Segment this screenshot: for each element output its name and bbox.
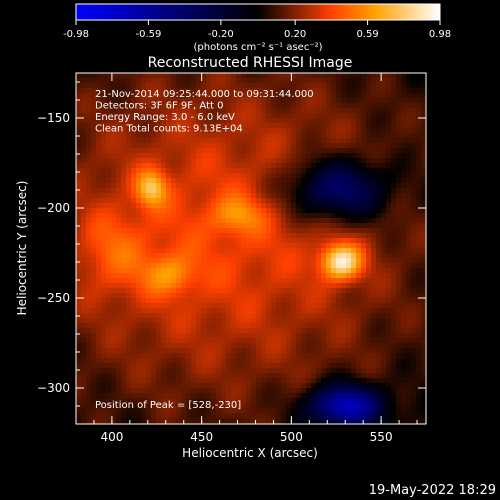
annotation-line: Clean Total counts: 9.13E+04 bbox=[95, 124, 243, 135]
chart-title: Reconstructed RHESSI Image bbox=[148, 55, 353, 71]
colorbar-tick-label: -0.98 bbox=[63, 29, 89, 40]
x-tick-label: 550 bbox=[370, 430, 393, 444]
y-tick-label: −150 bbox=[37, 111, 70, 125]
y-tick-label: −250 bbox=[37, 291, 70, 305]
peak-position-label: Position of Peak = [528,-230] bbox=[95, 400, 241, 411]
colorbar-tick-label: -0.59 bbox=[135, 29, 161, 40]
annotation-line: Detectors: 3F 6F 9F, Att 0 bbox=[95, 101, 223, 112]
y-tick-label: −300 bbox=[37, 381, 70, 395]
colorbar bbox=[75, 3, 441, 21]
colorbar-tick-label: -0.20 bbox=[208, 29, 234, 40]
y-axis-ticks: −150 −200 −250 −300 bbox=[37, 81, 426, 425]
heatmap-image bbox=[76, 73, 427, 425]
y-axis-label: Heliocentric Y (arcsec) bbox=[15, 181, 29, 316]
y-tick-label: −200 bbox=[37, 201, 70, 215]
x-tick-label: 450 bbox=[190, 430, 213, 444]
plot-frame bbox=[75, 72, 427, 425]
x-axis-label: Heliocentric X (arcsec) bbox=[182, 446, 318, 460]
colorbar-tick-label: 0.20 bbox=[284, 29, 306, 40]
annotation-line: Energy Range: 3.0 - 6.0 keV bbox=[95, 112, 235, 123]
colorbar-unit-label: (photons cm⁻² s⁻¹ asec⁻²) bbox=[193, 42, 322, 53]
footer-timestamp: 19-May-2022 18:29 bbox=[369, 483, 496, 498]
colorbar-tick-label: 0.59 bbox=[356, 29, 378, 40]
x-tick-label: 500 bbox=[280, 430, 303, 444]
image-annotations: 21-Nov-2014 09:25:44.000 to 09:31:44.000… bbox=[95, 89, 314, 135]
colorbar-ticks: -0.98 -0.59 -0.20 0.20 0.59 0.98 bbox=[63, 20, 451, 40]
x-axis-ticks: 400 450 500 550 bbox=[75, 73, 418, 444]
colorbar-tick-label: 0.98 bbox=[429, 29, 451, 40]
x-tick-label: 400 bbox=[100, 430, 123, 444]
annotation-line: 21-Nov-2014 09:25:44.000 to 09:31:44.000 bbox=[95, 89, 314, 100]
